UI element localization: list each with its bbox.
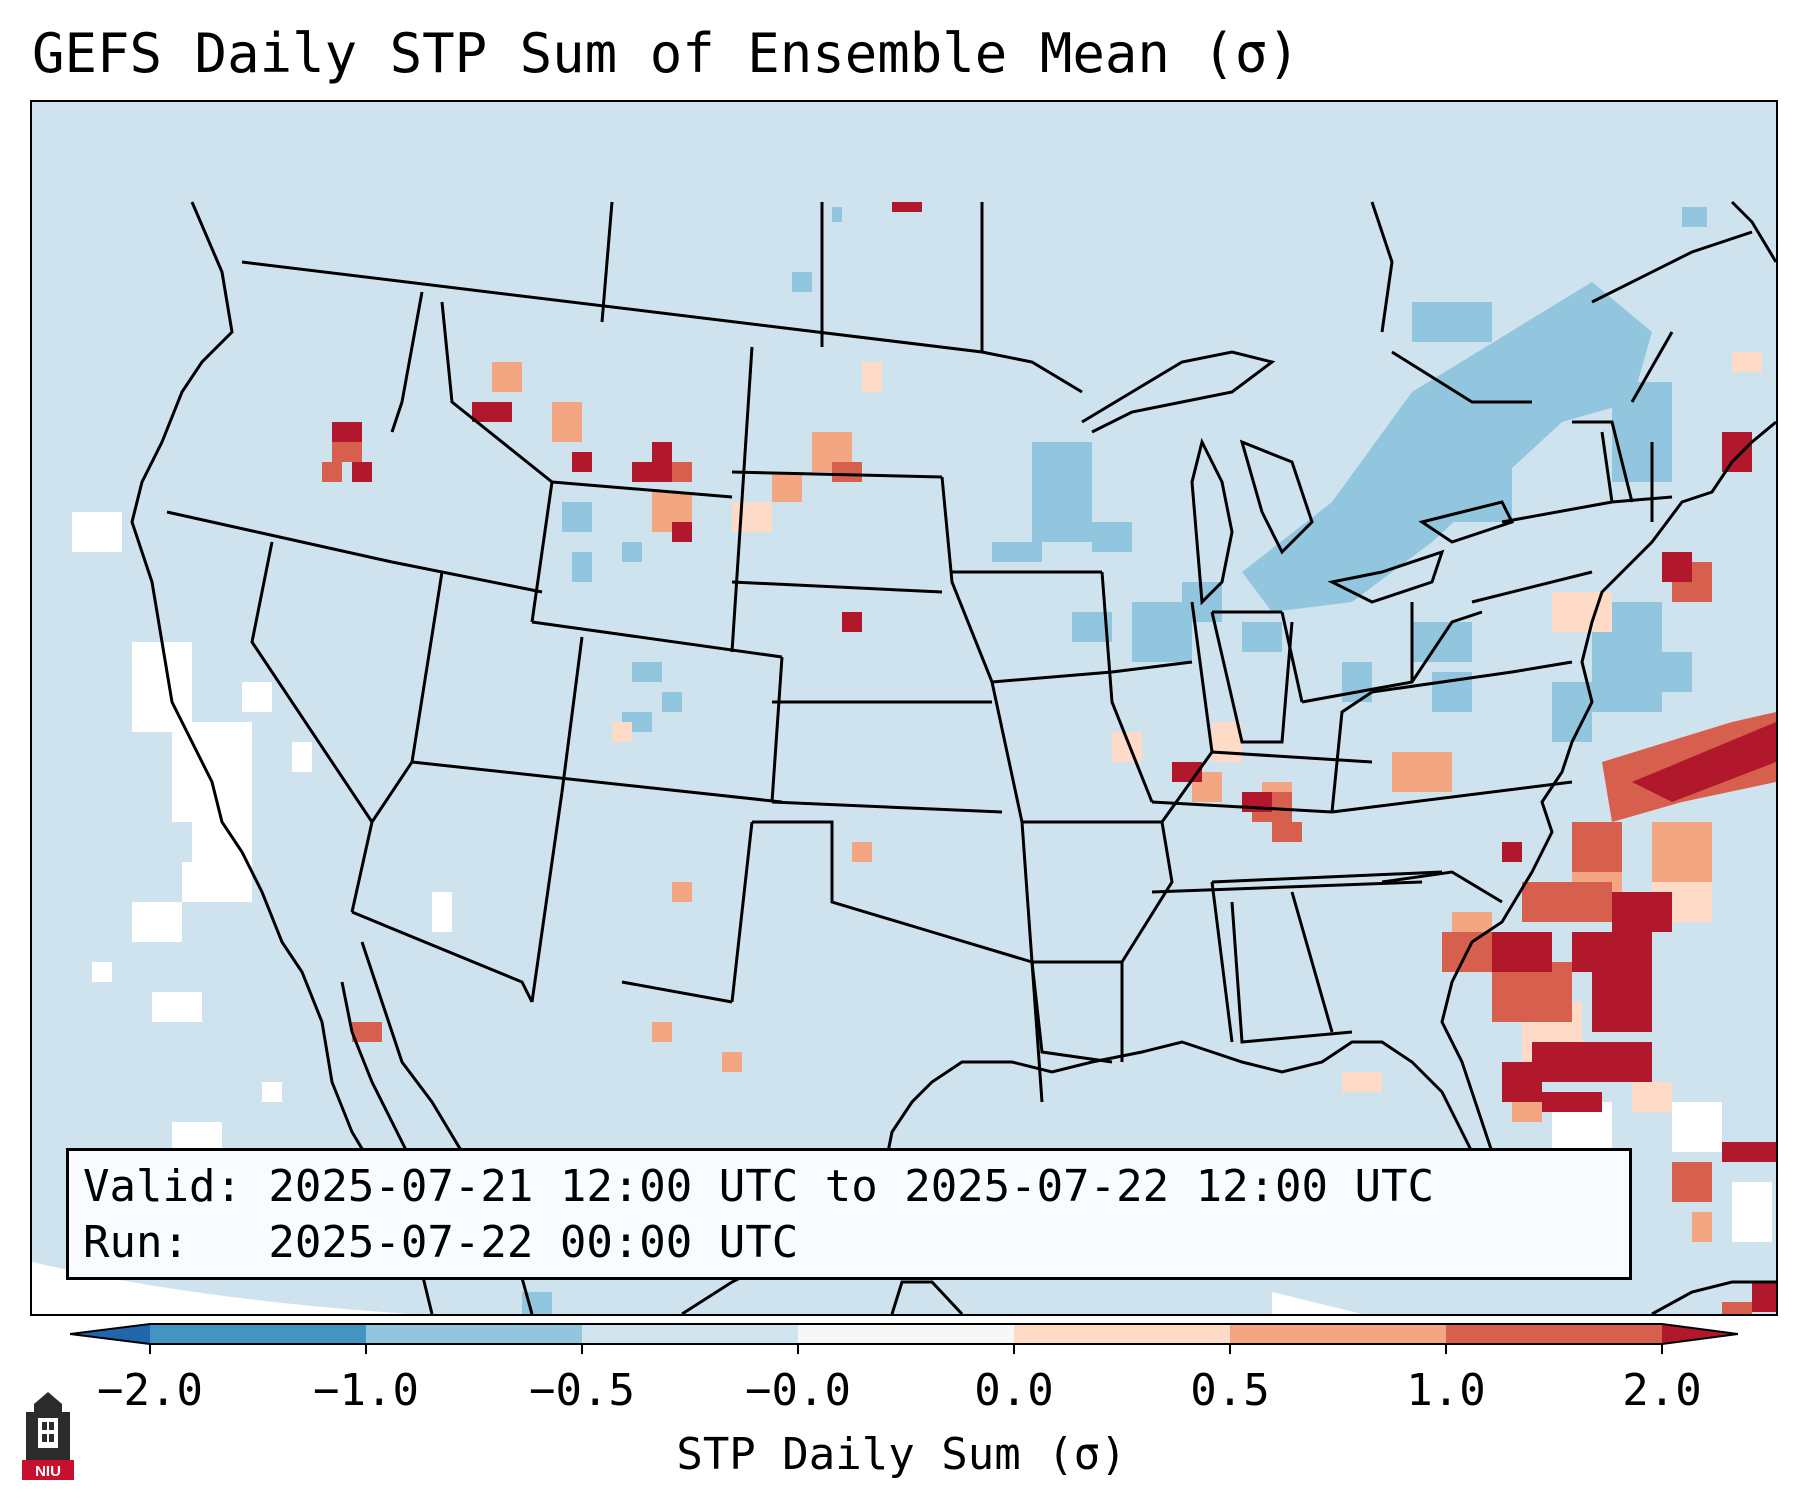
- colorbar-tick-label: 0.5: [1190, 1365, 1270, 1416]
- colorbar-tick-label: 2.0: [1622, 1365, 1702, 1416]
- colorbar-segment-4: [798, 1324, 1014, 1344]
- negative-anomaly-cells: [522, 207, 1707, 1314]
- colorbar-segment-6: [1230, 1324, 1446, 1344]
- map-canvas: [32, 200, 1776, 1314]
- colorbar-segment-2: [366, 1324, 582, 1344]
- run-time-line: Run: 2025-07-22 00:00 UTC: [83, 1217, 799, 1268]
- colorbar-segment-1: [150, 1324, 366, 1344]
- map-title: GEFS Daily STP Sum of Ensemble Mean (σ): [32, 22, 1300, 85]
- colorbar-segment-3: [582, 1324, 798, 1344]
- colorbar-tick-label: 0.0: [974, 1365, 1054, 1416]
- colorbar-segment-7: [1446, 1324, 1662, 1344]
- colorbar-over-arrow: [1662, 1324, 1738, 1344]
- colorbar-tick-label: −1.0: [313, 1365, 419, 1416]
- colorbar-tick-label: −0.5: [529, 1365, 635, 1416]
- logo-text: NIU: [35, 1463, 61, 1480]
- colorbar-tick-label: −2.0: [97, 1365, 203, 1416]
- medium-positive-anomaly-cells: [492, 362, 1712, 1242]
- colorbar-segment-5: [1014, 1324, 1230, 1344]
- colorbar-tick-label: −0.0: [745, 1365, 851, 1416]
- colorbar-under-arrow: [70, 1324, 150, 1344]
- colorbar: [70, 1323, 1738, 1354]
- great-lakes: [1081, 350, 1515, 606]
- neutral-anomaly-cells: [72, 512, 1772, 1242]
- baja-california-outline: [340, 981, 414, 1163]
- state-borders: [166, 201, 1753, 1103]
- projection-outside-region-right: [1272, 1292, 1362, 1314]
- valid-run-info-box: Valid: 2025-07-21 12:00 UTC to 2025-07-2…: [66, 1148, 1632, 1280]
- map-panel: [30, 100, 1778, 1316]
- colorbar-tick-label: 1.0: [1406, 1365, 1486, 1416]
- projection-outside-region: [32, 1262, 411, 1314]
- extreme-positive-anomaly-cells: [332, 202, 1776, 1312]
- colorbar-label: STP Daily Sum (σ): [676, 1429, 1127, 1480]
- colorbar-ticks: [149, 1344, 1663, 1354]
- valid-time-line: Valid: 2025-07-21 12:00 UTC to 2025-07-2…: [83, 1161, 1435, 1212]
- university-tower-icon: NIU: [22, 1392, 74, 1480]
